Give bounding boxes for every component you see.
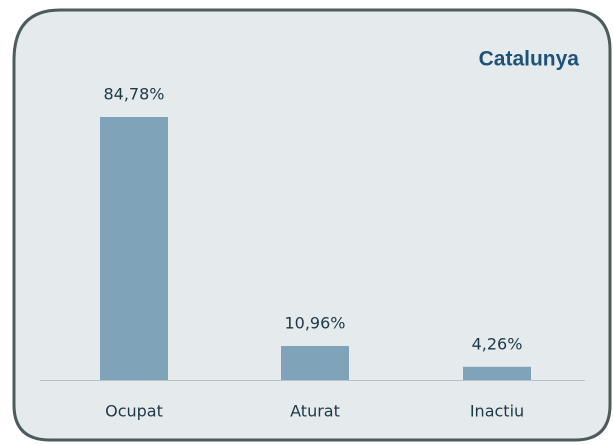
bar (100, 117, 168, 380)
x-tick-label: Ocupat (105, 402, 163, 421)
chart-title: Catalunya (479, 48, 580, 71)
bar (281, 346, 349, 380)
value-label: 10,96% (284, 314, 345, 333)
x-tick-label: Aturat (290, 402, 340, 421)
bar (463, 366, 531, 380)
value-label: 84,78% (103, 85, 164, 104)
x-tick-label: Inactiu (470, 402, 524, 421)
value-label: 4,26% (472, 334, 523, 353)
